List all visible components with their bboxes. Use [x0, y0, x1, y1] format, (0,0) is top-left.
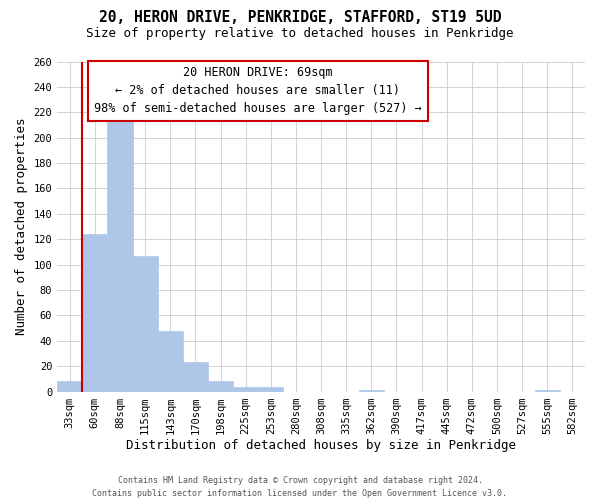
- Bar: [107, 114, 133, 392]
- Bar: [535, 390, 560, 392]
- Bar: [57, 382, 82, 392]
- Y-axis label: Number of detached properties: Number of detached properties: [15, 118, 28, 336]
- X-axis label: Distribution of detached houses by size in Penkridge: Distribution of detached houses by size …: [126, 440, 516, 452]
- Text: Size of property relative to detached houses in Penkridge: Size of property relative to detached ho…: [86, 28, 514, 40]
- Bar: [208, 382, 233, 392]
- Bar: [133, 256, 158, 392]
- Bar: [359, 390, 384, 392]
- Text: 20, HERON DRIVE, PENKRIDGE, STAFFORD, ST19 5UD: 20, HERON DRIVE, PENKRIDGE, STAFFORD, ST…: [99, 10, 501, 25]
- Bar: [258, 386, 283, 392]
- Text: Contains HM Land Registry data © Crown copyright and database right 2024.
Contai: Contains HM Land Registry data © Crown c…: [92, 476, 508, 498]
- Bar: [233, 386, 258, 392]
- Bar: [82, 234, 107, 392]
- Text: 20 HERON DRIVE: 69sqm
← 2% of detached houses are smaller (11)
98% of semi-detac: 20 HERON DRIVE: 69sqm ← 2% of detached h…: [94, 66, 422, 116]
- Bar: [158, 330, 183, 392]
- Bar: [183, 362, 208, 392]
